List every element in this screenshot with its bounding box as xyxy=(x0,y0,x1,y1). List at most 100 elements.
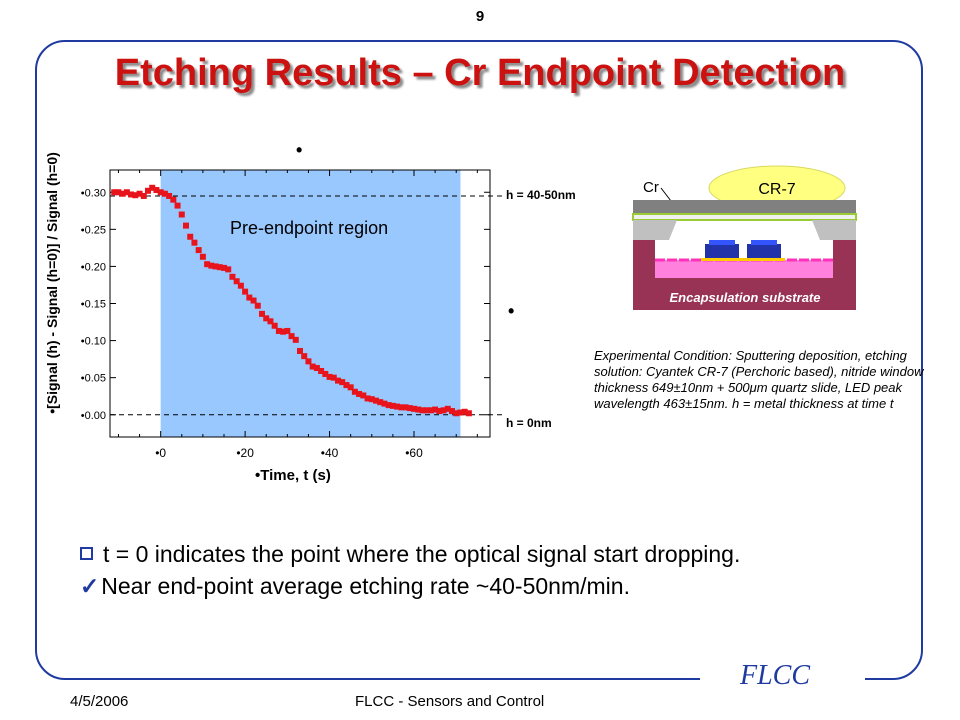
data-point xyxy=(297,347,303,354)
data-point xyxy=(309,363,316,370)
data-point xyxy=(191,239,198,246)
data-point xyxy=(335,377,341,384)
data-point xyxy=(221,264,227,271)
window-left-wall xyxy=(633,220,677,240)
bullet-list: t = 0 indicates the point where the opti… xyxy=(80,538,900,602)
data-point xyxy=(212,263,219,270)
data-point xyxy=(440,407,447,414)
data-point xyxy=(330,374,337,381)
window-right-wall xyxy=(812,220,856,240)
cr-layer xyxy=(633,200,856,214)
bullet-item-etch-rate: ✓Near end-point average etching rate ~40… xyxy=(80,570,900,602)
data-point xyxy=(432,406,439,413)
y-tick-label: •0.30 xyxy=(81,187,106,199)
data-point xyxy=(132,192,139,199)
data-point xyxy=(166,192,173,199)
data-point xyxy=(457,409,464,416)
data-point xyxy=(347,384,354,391)
data-point xyxy=(322,370,329,377)
data-point xyxy=(225,266,232,273)
checkmark-icon: ✓ xyxy=(80,573,100,599)
data-point xyxy=(343,382,350,389)
data-point xyxy=(161,190,168,197)
data-point xyxy=(411,405,417,412)
data-point xyxy=(229,273,236,280)
cr7-label: CR-7 xyxy=(758,181,795,198)
bullet-text-etch-rate: Near end-point average etching rate ~40-… xyxy=(101,573,630,599)
data-point xyxy=(123,189,130,196)
experimental-condition-text: Experimental Condition: Sputtering depos… xyxy=(594,348,924,411)
data-point xyxy=(381,400,388,407)
data-point xyxy=(402,404,409,411)
data-point xyxy=(246,294,253,301)
data-point xyxy=(313,365,320,372)
data-point xyxy=(140,192,147,199)
data-point xyxy=(389,402,396,409)
footer-date: 4/5/2006 xyxy=(70,693,129,710)
data-point xyxy=(415,406,422,413)
data-point xyxy=(444,405,451,412)
data-point xyxy=(250,297,257,304)
data-point xyxy=(237,282,244,289)
data-point xyxy=(288,333,295,340)
y-axis-label: •[Signal (h) - Signal (h=0)] / Signal (h… xyxy=(44,152,60,414)
data-point xyxy=(267,318,274,325)
frame-gap xyxy=(700,672,865,688)
data-point xyxy=(318,367,325,374)
data-point xyxy=(153,187,160,194)
pre-endpoint-region xyxy=(160,170,461,437)
data-point xyxy=(119,190,126,197)
data-point xyxy=(436,408,443,415)
data-point xyxy=(111,189,118,196)
y-tick-label: •0.10 xyxy=(81,336,106,348)
y-tick-label: •0.15 xyxy=(81,299,106,311)
data-point xyxy=(280,328,287,335)
data-point xyxy=(195,247,202,254)
slide-title: Etching Results – Cr Endpoint Detection xyxy=(114,52,846,94)
data-point xyxy=(465,410,472,417)
x-tick-label: •20 xyxy=(236,446,254,460)
cr-label: Cr xyxy=(643,179,659,196)
page-number: 9 xyxy=(475,8,485,25)
flcc-logo: FLCC xyxy=(740,660,811,691)
data-point xyxy=(208,262,215,269)
data-point xyxy=(419,407,426,414)
data-point xyxy=(423,407,430,414)
pre-endpoint-label: Pre-endpoint region xyxy=(230,218,389,238)
y-tick-label: •0.25 xyxy=(81,224,106,236)
data-point xyxy=(326,373,333,380)
data-point xyxy=(368,396,375,403)
y-tick-label: •0.05 xyxy=(81,373,106,385)
nitride-window-layer xyxy=(632,213,857,221)
h-bottom-label: h = 0nm xyxy=(506,416,552,430)
data-point xyxy=(339,379,346,386)
data-point xyxy=(157,189,164,196)
data-point xyxy=(364,395,371,402)
data-point xyxy=(115,189,122,196)
footer-title: FLCC - Sensors and Control xyxy=(355,693,545,710)
data-point xyxy=(259,310,265,317)
chip-left-top xyxy=(709,240,735,245)
data-point xyxy=(449,408,455,415)
data-point xyxy=(406,405,413,412)
y-tick-label: •0.00 xyxy=(81,410,106,422)
checkbox-icon xyxy=(80,547,93,560)
data-point xyxy=(263,315,270,322)
data-point xyxy=(394,403,401,410)
data-point xyxy=(377,399,384,406)
data-point xyxy=(216,264,223,271)
data-point xyxy=(254,302,261,309)
data-point xyxy=(204,261,211,268)
data-point xyxy=(301,353,308,360)
chip-base xyxy=(701,258,785,261)
data-point xyxy=(284,327,291,334)
chip-right-top xyxy=(751,240,777,245)
stray-bullet-top: • xyxy=(296,140,303,160)
data-point xyxy=(385,402,392,409)
data-point xyxy=(149,184,156,191)
slide-frame xyxy=(35,40,923,680)
data-point xyxy=(199,253,206,260)
bullet-text-t0: t = 0 indicates the point where the opti… xyxy=(103,541,741,567)
data-point xyxy=(275,327,282,334)
